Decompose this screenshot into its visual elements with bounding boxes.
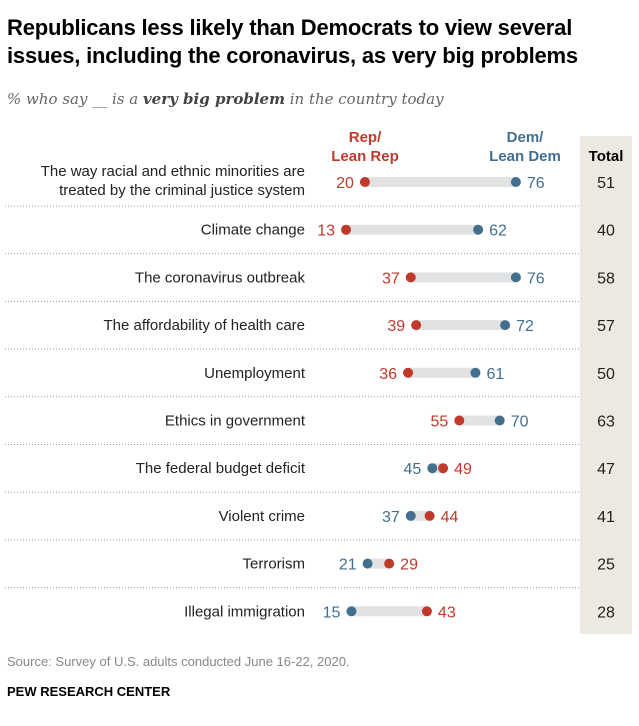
dem-value-label: 15	[323, 604, 341, 621]
source-note: Source: Survey of U.S. adults conducted …	[7, 654, 350, 669]
rep-header: Rep/Lean Rep	[315, 128, 415, 166]
rep-value-label: 39	[387, 318, 405, 335]
chart-title: Republicans less likely than Democrats t…	[7, 15, 578, 68]
dem-value-label: 72	[516, 318, 534, 335]
rep-dot	[421, 606, 432, 617]
dem-value-label: 76	[527, 175, 545, 192]
total-value: 41	[597, 509, 615, 526]
rep-value-label: 13	[317, 223, 335, 240]
dem-dot	[405, 510, 416, 521]
subtitle-bold: very big problem	[142, 90, 285, 108]
dem-header: Dem/Lean Dem	[475, 128, 575, 166]
rep-dot	[454, 415, 465, 426]
total-header: Total	[588, 148, 624, 165]
dem-value-label: 37	[382, 509, 400, 526]
rep-dot	[405, 272, 416, 283]
dem-value-label: 61	[486, 366, 504, 383]
rep-header-line2: Lean Rep	[331, 148, 399, 165]
dem-dot	[500, 320, 511, 331]
total-value: 28	[597, 604, 615, 621]
row-label: The federal budget deficit	[136, 460, 306, 477]
subtitle-pre: % who say __ is a	[7, 90, 143, 108]
dem-dot	[362, 558, 373, 569]
dem-dot	[510, 177, 521, 187]
dem-value-label: 70	[511, 414, 529, 431]
rep-value-label: 44	[441, 509, 459, 526]
dem-header-line1: Dem/	[506, 129, 544, 146]
rep-dot	[411, 320, 422, 331]
total-value: 57	[597, 318, 615, 335]
rep-value-label: 55	[430, 414, 448, 431]
total-value: 50	[597, 366, 615, 383]
total-column-background	[580, 136, 632, 634]
row-label: Unemployment	[204, 365, 306, 382]
row-label: The way racial and ethnic minorities are	[41, 163, 305, 180]
total-value: 47	[597, 461, 615, 478]
row-label: Terrorism	[243, 556, 306, 573]
dem-header-line2: Lean Dem	[489, 148, 561, 165]
dem-value-label: 76	[527, 270, 545, 287]
dem-dot	[427, 463, 438, 474]
dem-dot	[494, 415, 505, 426]
rep-value-label: 37	[382, 270, 400, 287]
rep-value-label: 36	[379, 366, 397, 383]
row-label: treated by the criminal justice system	[59, 182, 305, 199]
dem-dot	[470, 367, 481, 378]
dem-value-label: 45	[404, 461, 422, 478]
total-value: 40	[597, 223, 615, 240]
rep-dot	[341, 224, 352, 235]
rep-dot	[424, 510, 435, 521]
total-value: 51	[597, 175, 615, 192]
rep-dot	[403, 367, 414, 378]
row-label: Climate change	[201, 222, 305, 239]
total-value: 25	[597, 557, 615, 574]
brand-logo-text: PEW RESEARCH CENTER	[7, 684, 171, 699]
rep-value-label: 43	[438, 604, 456, 621]
rep-value-label: 20	[336, 175, 354, 192]
row-label: The affordability of health care	[103, 317, 305, 334]
rep-dot	[384, 558, 395, 569]
rep-header-line1: Rep/	[348, 129, 382, 146]
total-value: 58	[597, 270, 615, 287]
rep-dot	[438, 463, 449, 474]
dem-value-label: 62	[489, 223, 507, 240]
subtitle-post: in the country today	[284, 90, 444, 108]
row-label: Illegal immigration	[184, 603, 305, 620]
dem-value-label: 21	[339, 557, 357, 574]
dem-dot	[473, 224, 484, 235]
row-label: Violent crime	[219, 508, 305, 525]
rep-dot	[359, 177, 370, 187]
row-label: Ethics in government	[165, 413, 306, 430]
chart-subtitle: % who say __ is a very big problem in th…	[7, 90, 444, 108]
dem-dot	[346, 606, 357, 617]
dem-dot	[510, 272, 521, 283]
row-label: The coronavirus outbreak	[135, 269, 306, 286]
total-value: 63	[597, 414, 615, 431]
rep-value-label: 49	[454, 461, 472, 478]
rep-value-label: 29	[400, 557, 418, 574]
